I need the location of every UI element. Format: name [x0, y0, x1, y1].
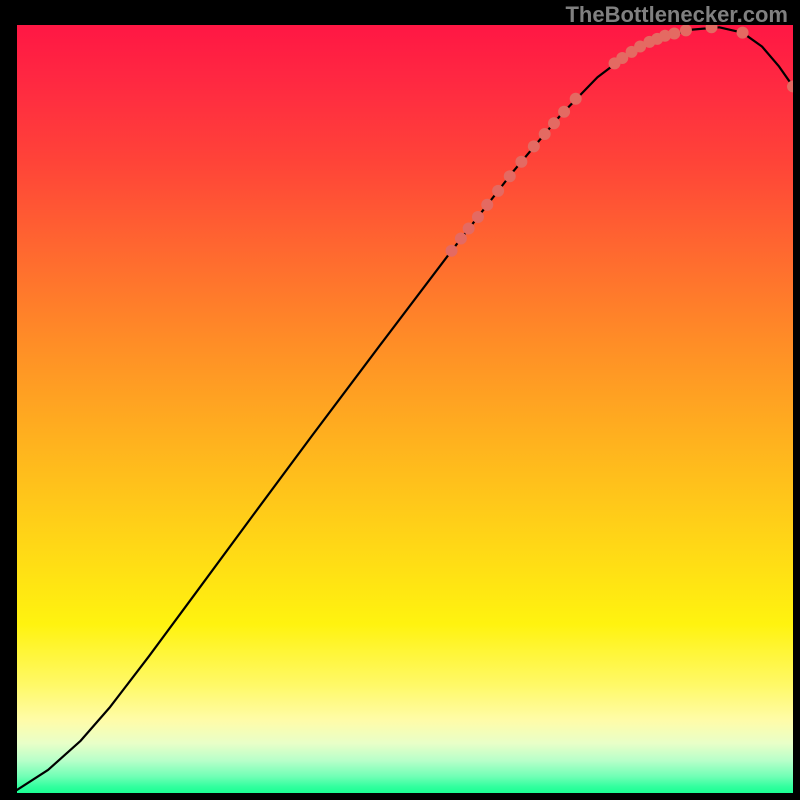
chart-stage: TheBottlenecker.com — [0, 0, 800, 800]
bottleneck-chart — [17, 25, 793, 793]
data-point-marker — [446, 245, 458, 257]
data-point-marker — [558, 106, 570, 118]
data-point-marker — [463, 223, 475, 235]
data-point-marker — [481, 199, 493, 211]
data-point-marker — [504, 170, 516, 182]
data-point-marker — [455, 233, 467, 245]
data-point-marker — [570, 93, 582, 105]
data-point-marker — [528, 140, 540, 152]
data-point-marker — [492, 185, 504, 197]
data-point-marker — [472, 211, 484, 223]
data-point-marker — [668, 27, 680, 39]
data-point-marker — [515, 156, 527, 168]
data-point-marker — [548, 117, 560, 129]
watermark-text: TheBottlenecker.com — [565, 2, 788, 28]
data-point-marker — [737, 27, 749, 39]
data-point-marker — [539, 128, 551, 140]
